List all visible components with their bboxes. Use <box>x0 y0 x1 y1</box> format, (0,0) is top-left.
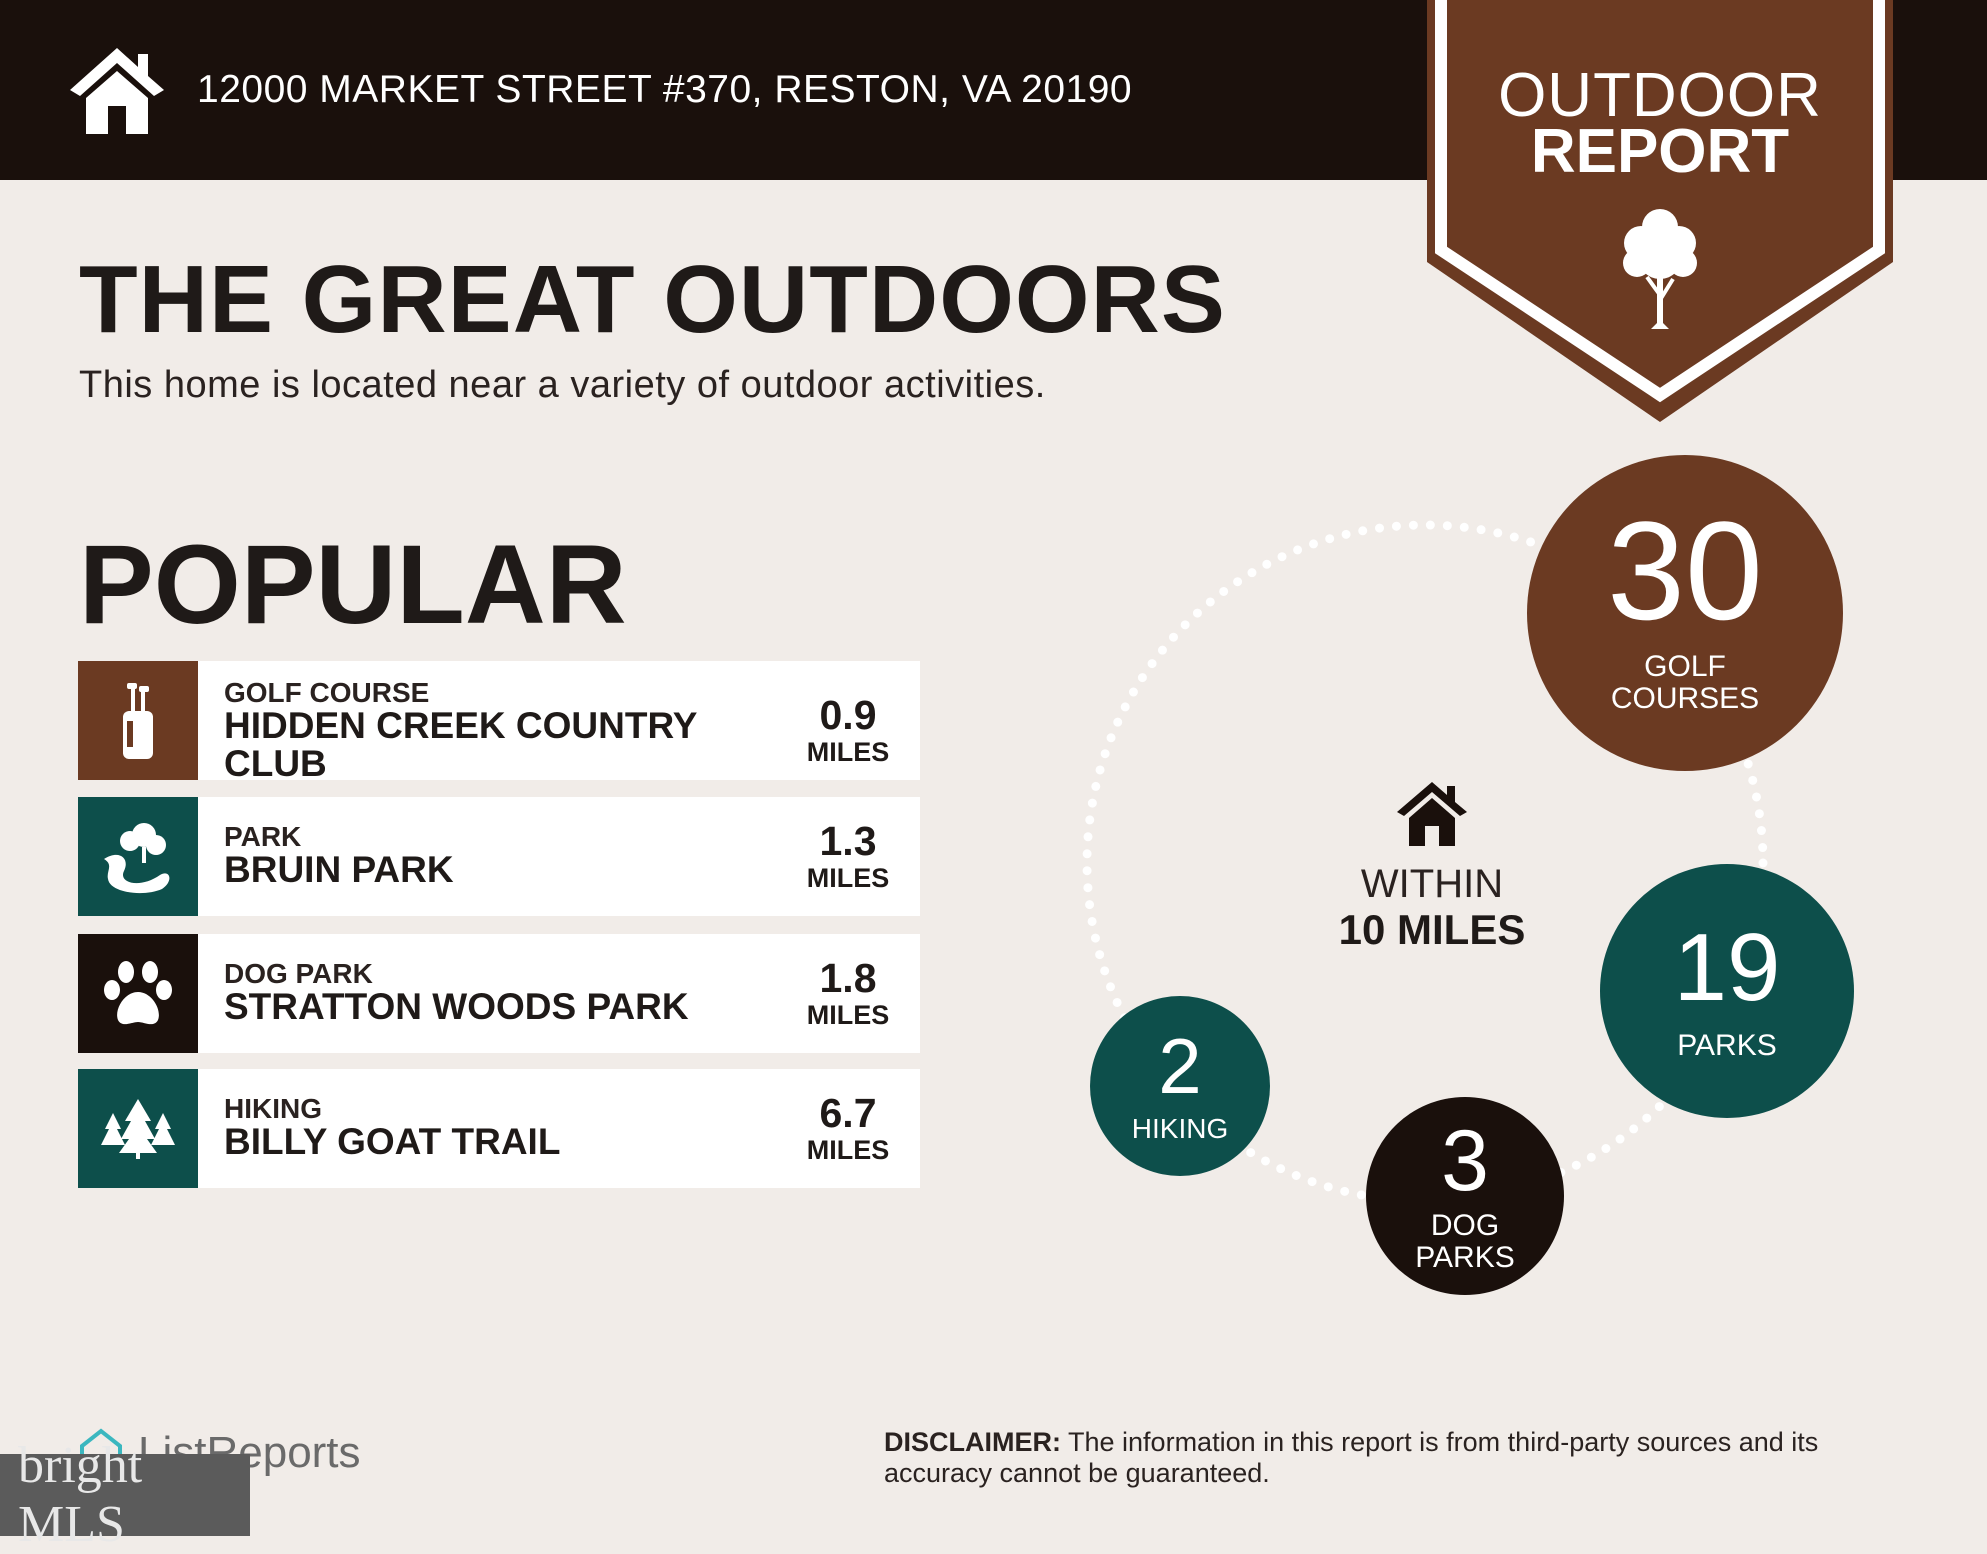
distance-value: 1.8 <box>819 955 877 1001</box>
item-category: PARK <box>224 821 302 852</box>
distance-unit: MILES <box>806 863 890 893</box>
parks-count: 19 <box>1673 914 1781 1021</box>
popular-heading: POPULAR <box>79 522 627 647</box>
property-address: 12000 MARKET STREET #370, RESTON, VA 201… <box>197 68 1133 111</box>
item-category: GOLF COURSE <box>224 677 430 708</box>
dog-parks-count-badge: 3 DOG PARKS <box>1366 1097 1564 1295</box>
banner-line1: OUTDOOR <box>1498 61 1822 130</box>
listreports-logo-icon <box>80 1428 122 1466</box>
hiking-count: 2 <box>1158 1022 1202 1110</box>
banner-line2: REPORT <box>1530 117 1790 186</box>
dog-label2: PARKS <box>1415 1241 1515 1274</box>
page-title: THE GREAT OUTDOORS <box>79 246 1226 353</box>
golf-bag-icon <box>78 661 198 780</box>
dog-count: 3 <box>1441 1113 1489 1209</box>
golf-label1: GOLF <box>1644 650 1726 683</box>
item-category: DOG PARK <box>224 958 373 989</box>
distance-unit: MILES <box>806 1000 890 1030</box>
park-icon <box>78 797 198 916</box>
distance-value: 1.3 <box>819 818 877 864</box>
hiking-count-badge: 2 HIKING <box>1090 996 1270 1176</box>
distance-value: 6.7 <box>819 1090 877 1136</box>
hiking-label: HIKING <box>1131 1113 1229 1144</box>
within-label: WITHIN <box>1360 862 1504 906</box>
distance-unit: MILES <box>806 1135 890 1165</box>
item-distance: 1.8 MILES <box>788 956 908 1030</box>
distance-unit: MILES <box>806 737 890 767</box>
item-distance: 0.9 MILES <box>788 693 908 767</box>
dog-label1: DOG <box>1430 1209 1500 1242</box>
golf-count: 30 <box>1607 492 1763 649</box>
parks-label: PARKS <box>1677 1029 1777 1062</box>
item-category: HIKING <box>224 1093 322 1124</box>
paw-icon <box>78 934 198 1053</box>
home-icon <box>1397 782 1467 846</box>
outdoor-report-banner: OUTDOOR REPORT <box>1427 0 1893 424</box>
list-item: DOG PARK STRATTON WOODS PARK 1.8 MILES <box>78 934 920 1053</box>
pine-trees-icon <box>78 1069 198 1188</box>
item-distance: 1.3 MILES <box>788 819 908 893</box>
item-name: HIDDEN CREEK COUNTRY CLUB <box>224 705 697 784</box>
radius-label: 10 MILES <box>1338 906 1526 953</box>
list-item: PARK BRUIN PARK 1.3 MILES <box>78 797 920 916</box>
disclaimer-text: The information in this report is from t… <box>884 1427 1819 1488</box>
item-distance: 6.7 MILES <box>788 1091 908 1165</box>
disclaimer: DISCLAIMER: The information in this repo… <box>884 1427 1914 1489</box>
item-name: BILLY GOAT TRAIL <box>224 1121 561 1162</box>
bright-mls-watermark: bright MLS <box>0 1437 250 1553</box>
parks-count-badge: 19 PARKS <box>1600 864 1854 1118</box>
home-icon <box>70 48 164 134</box>
disclaimer-label: DISCLAIMER: <box>884 1427 1061 1457</box>
list-item: HIKING BILLY GOAT TRAIL 6.7 MILES <box>78 1069 920 1188</box>
list-item: GOLF COURSE HIDDEN CREEK COUNTRY CLUB 0.… <box>78 661 920 784</box>
item-name: STRATTON WOODS PARK <box>224 986 689 1027</box>
item-name: BRUIN PARK <box>224 849 454 890</box>
page-subtitle: This home is located near a variety of o… <box>79 364 1046 406</box>
distance-value: 0.9 <box>819 692 877 738</box>
golf-label2: COURSES <box>1610 682 1760 715</box>
tree-icon <box>1623 209 1697 329</box>
watermark-text: bright MLS <box>18 1437 143 1553</box>
golf-courses-count-badge: 30 GOLF COURSES <box>1527 455 1843 771</box>
